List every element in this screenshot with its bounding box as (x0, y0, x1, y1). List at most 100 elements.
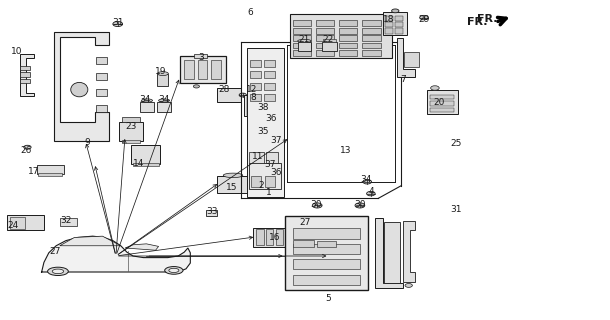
Ellipse shape (239, 93, 246, 97)
Text: 34: 34 (361, 175, 371, 184)
Bar (395, 28, 403, 34)
Text: 26: 26 (20, 146, 31, 155)
Ellipse shape (71, 83, 88, 97)
Text: 10: 10 (12, 47, 23, 56)
Text: 9: 9 (84, 138, 90, 147)
Text: 8: 8 (250, 93, 256, 102)
Text: 11: 11 (252, 152, 263, 161)
Text: 18: 18 (384, 15, 395, 24)
Polygon shape (375, 218, 403, 288)
Bar (264, 71, 274, 78)
Bar (119, 122, 143, 141)
Bar (250, 71, 261, 78)
Text: 36: 36 (266, 114, 277, 123)
Text: 16: 16 (269, 233, 280, 242)
Polygon shape (41, 236, 190, 273)
Text: 31: 31 (112, 18, 123, 27)
Bar (265, 176, 274, 187)
Ellipse shape (405, 284, 412, 287)
Bar (217, 176, 250, 193)
Text: 37: 37 (265, 160, 276, 169)
Text: 38: 38 (258, 103, 269, 112)
Ellipse shape (193, 85, 199, 88)
Bar (20, 79, 30, 83)
Bar (430, 95, 454, 99)
Bar (285, 216, 368, 290)
Bar (249, 163, 281, 189)
Text: 20: 20 (434, 98, 445, 107)
Text: 22: 22 (322, 36, 333, 44)
Bar (266, 152, 278, 163)
Text: 29: 29 (418, 15, 429, 24)
Text: 23: 23 (126, 122, 137, 131)
Bar (316, 28, 334, 34)
Ellipse shape (312, 203, 322, 208)
Text: FR.: FR. (467, 17, 487, 28)
Text: 30: 30 (310, 200, 321, 209)
Bar (362, 35, 381, 41)
Text: 6: 6 (247, 8, 253, 17)
Bar (293, 43, 311, 48)
Bar (293, 244, 360, 254)
Text: 12: 12 (246, 85, 257, 94)
Bar (251, 176, 261, 187)
Text: 3: 3 (198, 53, 204, 62)
Polygon shape (54, 32, 109, 141)
Text: 7: 7 (400, 76, 406, 84)
Bar (317, 241, 336, 247)
Bar (247, 48, 284, 197)
Bar (211, 60, 221, 79)
Bar (38, 173, 62, 176)
Bar (316, 50, 334, 56)
Bar (339, 20, 357, 26)
Ellipse shape (223, 173, 243, 178)
Bar (293, 35, 311, 41)
Text: 36: 36 (271, 168, 282, 177)
Text: 21: 21 (298, 36, 309, 44)
Text: 13: 13 (340, 146, 351, 155)
Text: 31: 31 (451, 205, 462, 214)
Polygon shape (396, 38, 415, 77)
Ellipse shape (298, 39, 311, 43)
Text: 30: 30 (354, 200, 365, 209)
Text: 19: 19 (155, 68, 166, 76)
Text: 14: 14 (134, 159, 145, 168)
Bar (249, 152, 264, 163)
Bar (384, 222, 400, 283)
Ellipse shape (113, 21, 123, 27)
Bar (298, 42, 311, 51)
Polygon shape (125, 244, 159, 250)
Polygon shape (60, 236, 121, 246)
Ellipse shape (48, 267, 68, 276)
Bar (96, 57, 107, 64)
Bar (206, 210, 217, 216)
Polygon shape (20, 54, 34, 96)
Bar (362, 20, 381, 26)
Bar (316, 20, 334, 26)
Text: 17: 17 (28, 167, 39, 176)
Bar (194, 54, 207, 58)
Bar (20, 66, 30, 70)
Text: 27: 27 (300, 218, 310, 227)
Bar (383, 12, 407, 35)
Bar (293, 275, 360, 285)
Ellipse shape (142, 99, 152, 102)
Bar (323, 39, 336, 42)
Bar (256, 229, 264, 245)
Bar (250, 60, 261, 67)
Ellipse shape (157, 72, 168, 76)
Text: 27: 27 (49, 247, 60, 256)
Ellipse shape (363, 180, 371, 184)
Bar (385, 22, 393, 27)
Bar (293, 50, 311, 56)
Text: 15: 15 (226, 183, 237, 192)
Bar (60, 218, 77, 226)
Bar (122, 117, 140, 122)
Bar (157, 102, 171, 112)
Bar (339, 28, 357, 34)
Bar (244, 95, 273, 116)
Bar (395, 16, 403, 21)
Text: 34: 34 (140, 95, 151, 104)
Bar (133, 163, 159, 166)
Bar (316, 43, 334, 48)
